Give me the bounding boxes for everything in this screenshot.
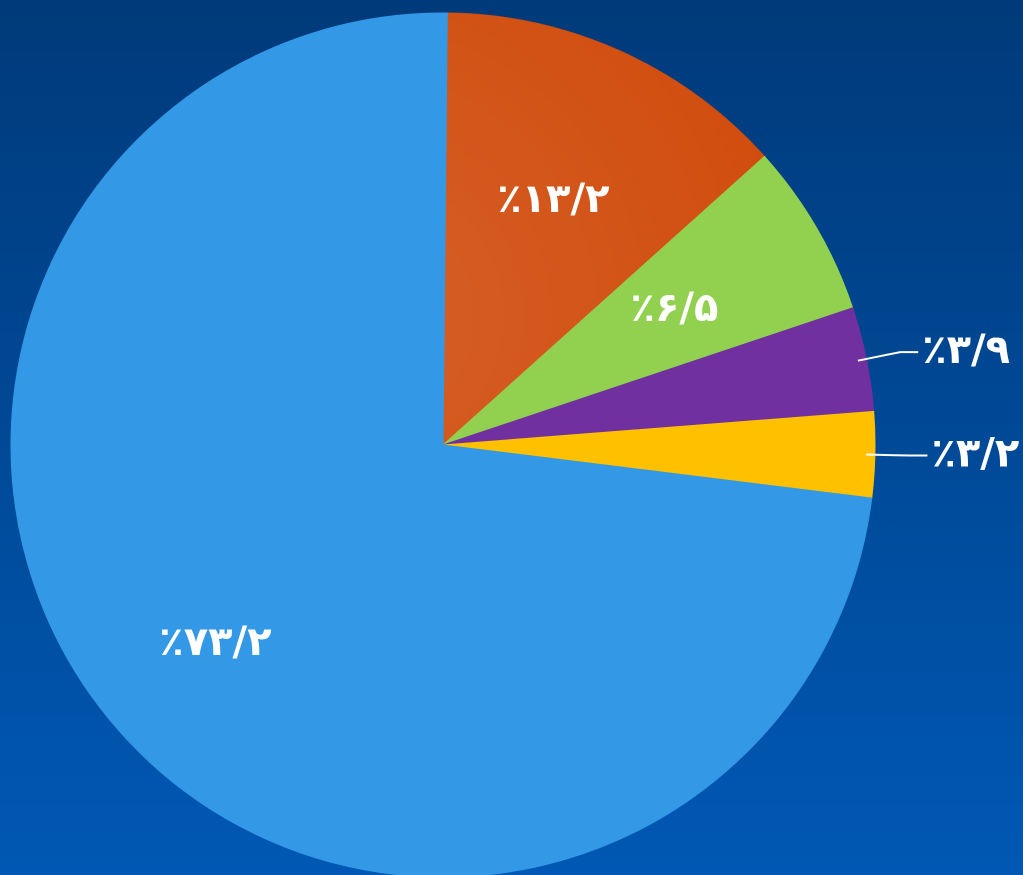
slice-label: ٪۶/۵ — [631, 285, 719, 331]
pie-slice — [10, 12, 873, 875]
slice-label: ٪۱۳/۲ — [497, 176, 609, 222]
slice-label: ٪۳/۹ — [922, 327, 1010, 373]
slice-label: ٪۳/۲ — [931, 431, 1019, 477]
leader-line — [857, 351, 919, 362]
pie-slice — [442, 155, 854, 446]
slice-label: ٪۷۳/۲ — [159, 619, 271, 665]
leader-line — [866, 453, 928, 457]
